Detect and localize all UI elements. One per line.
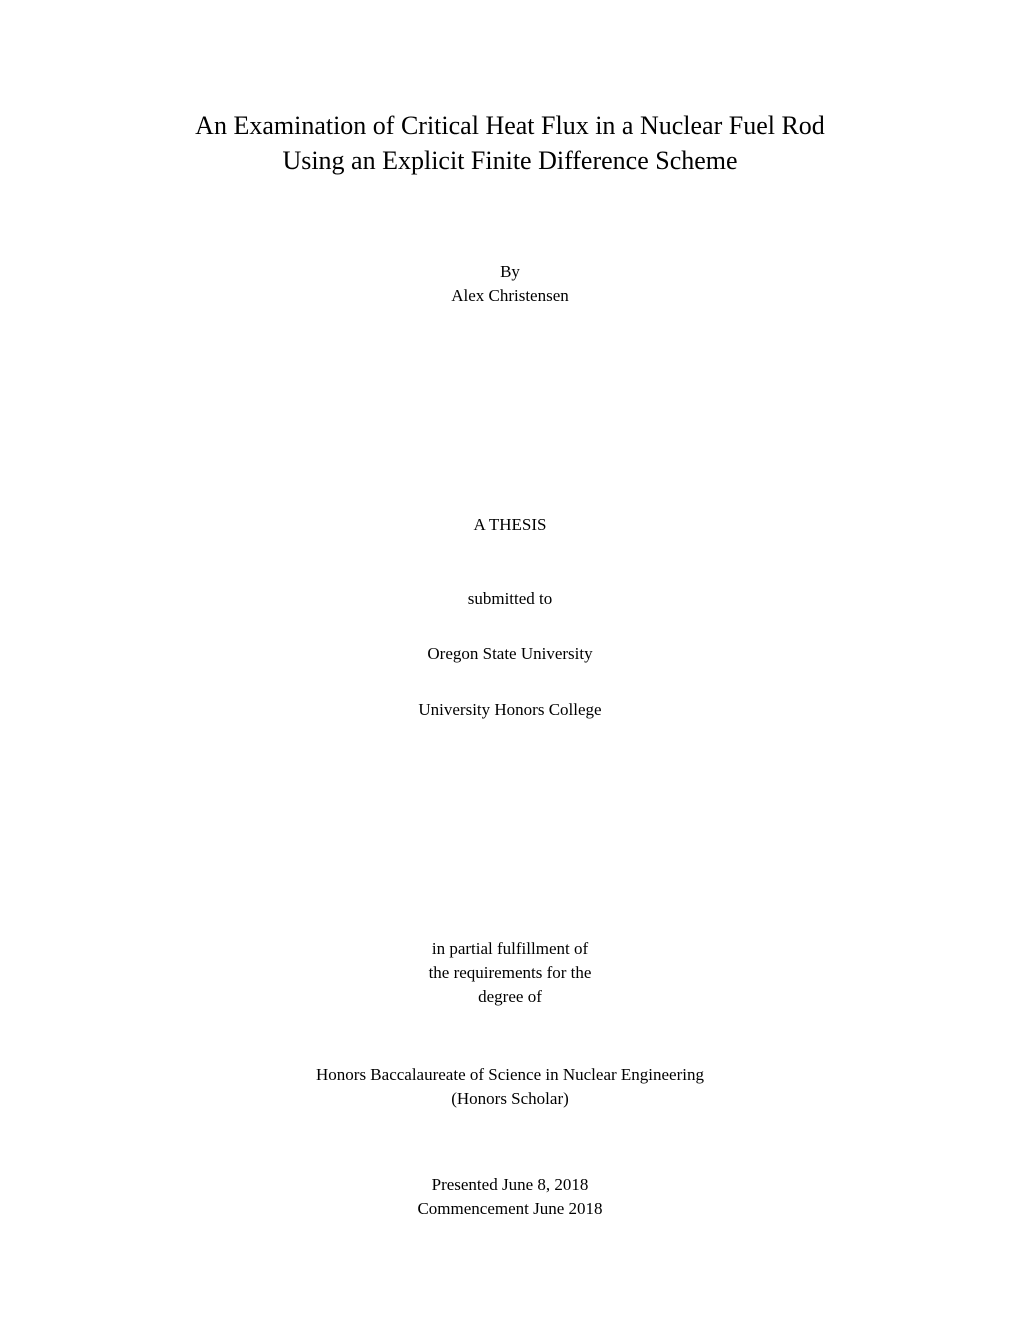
degree-line-2: (Honors Scholar) [110, 1087, 910, 1111]
fulfillment-line-2: the requirements for the [110, 961, 910, 985]
college-name: University Honors College [110, 698, 910, 722]
degree-line-1: Honors Baccalaureate of Science in Nucle… [110, 1063, 910, 1087]
presented-date: Presented June 8, 2018 [110, 1173, 910, 1197]
title-line-1: An Examination of Critical Heat Flux in … [110, 108, 910, 143]
commencement-date: Commencement June 2018 [110, 1197, 910, 1221]
institution-name: Oregon State University [110, 642, 910, 666]
thesis-label-block: A THESIS [110, 513, 910, 537]
author-name: Alex Christensen [110, 284, 910, 308]
institution-block: Oregon State University [110, 642, 910, 666]
submitted-to: submitted to [110, 587, 910, 611]
degree-block: Honors Baccalaureate of Science in Nucle… [110, 1063, 910, 1111]
byline-block: By Alex Christensen [110, 260, 910, 308]
thesis-label: A THESIS [110, 513, 910, 537]
title-line-2: Using an Explicit Finite Difference Sche… [110, 143, 910, 178]
title-block: An Examination of Critical Heat Flux in … [110, 108, 910, 178]
submitted-block: submitted to [110, 587, 910, 611]
fulfillment-line-3: degree of [110, 985, 910, 1009]
fulfillment-line-1: in partial fulfillment of [110, 937, 910, 961]
by-label: By [110, 260, 910, 284]
dates-block: Presented June 8, 2018 Commencement June… [110, 1173, 910, 1221]
college-block: University Honors College [110, 698, 910, 722]
fulfillment-block: in partial fulfillment of the requiremen… [110, 937, 910, 1008]
